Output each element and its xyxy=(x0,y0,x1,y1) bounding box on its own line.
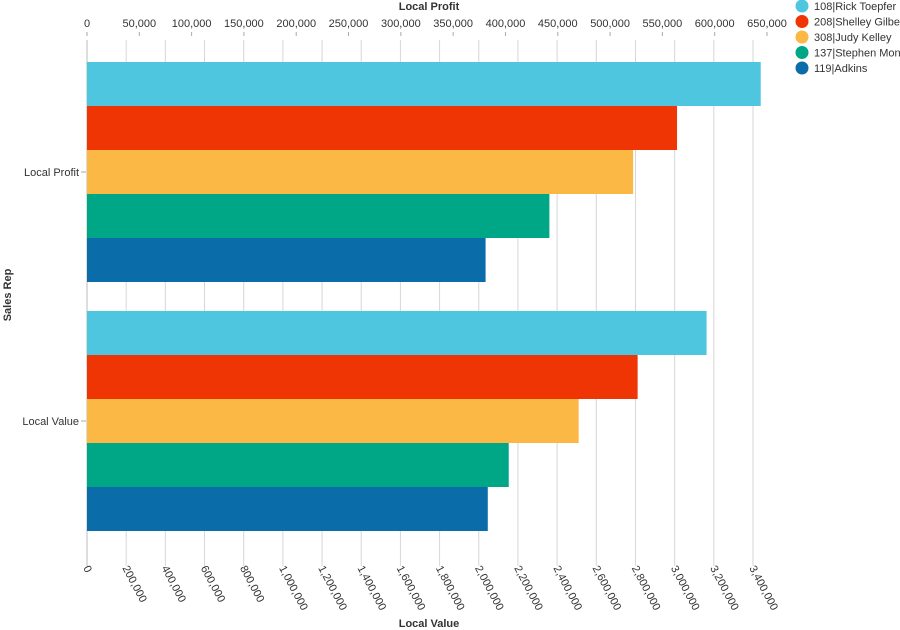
bottom-axis-tick-label: 1,600,000 xyxy=(394,564,428,613)
bottom-axis-tick-label: 2,000,000 xyxy=(472,564,506,613)
top-axis-tick-label: 650,000 xyxy=(747,18,787,30)
legend-label: 208|Shelley Gilber xyxy=(814,17,900,29)
top-axis-tick-label: 200,000 xyxy=(276,18,316,30)
top-axis-tick-label: 400,000 xyxy=(486,18,526,30)
bottom-axis-tick-label: 800,000 xyxy=(237,564,266,605)
bar-local-profit-4[interactable] xyxy=(87,238,486,282)
bottom-axis-tick-label: 200,000 xyxy=(120,564,149,605)
top-axis-tick-label: 550,000 xyxy=(643,18,683,30)
bar-local-profit-1[interactable] xyxy=(87,106,678,150)
legend-label: 108|Rick Toepfer xyxy=(814,1,896,13)
top-axis-tick-label: 350,000 xyxy=(433,18,473,30)
bottom-axis-tick-label: 3,200,000 xyxy=(707,564,741,613)
legend-item[interactable]: 108|Rick Toepfer xyxy=(795,0,897,13)
top-axis: 0 50,000 100,000 150,000 200,000 250,000 300,0… xyxy=(84,18,787,36)
bar-local-value-3[interactable] xyxy=(87,443,509,487)
top-axis-tick-label: 100,000 xyxy=(172,18,212,30)
bar-local-value-0[interactable] xyxy=(87,311,707,355)
legend: 108|Rick Toepfer 208|Shelley Gilber 308|Ju… xyxy=(795,0,900,76)
legend-swatch-icon xyxy=(795,30,809,44)
top-axis-tick-label: 500,000 xyxy=(590,18,630,30)
top-axis-tick-label: 300,000 xyxy=(381,18,421,30)
bar-local-profit-0[interactable] xyxy=(87,62,761,106)
legend-item[interactable]: 208|Shelley Gilber xyxy=(795,15,900,29)
bottom-axis: 0 200,000 400,000 600,000 800,000 1,000,000 1,… xyxy=(80,564,780,613)
bottom-axis-tick-label: 2,600,000 xyxy=(590,564,624,613)
legend-swatch-icon xyxy=(795,61,809,75)
bar-local-value-4[interactable] xyxy=(87,487,488,531)
legend-swatch-icon xyxy=(795,15,809,28)
bottom-axis-tick-label: 3,000,000 xyxy=(668,564,702,613)
bar-local-profit-2[interactable] xyxy=(87,150,634,194)
bars xyxy=(87,62,761,531)
bottom-axis-tick-label: 1,200,000 xyxy=(315,564,349,613)
bar-local-value-1[interactable] xyxy=(87,355,638,399)
legend-label: 119|Adkins xyxy=(814,63,868,75)
category-axis: Local Profit Local Value xyxy=(22,167,86,428)
bottom-axis-tick-label: 1,800,000 xyxy=(433,564,467,613)
category-label: Local Profit xyxy=(24,167,79,179)
y-axis-title: Sales Rep xyxy=(2,268,14,321)
bottom-axis-tick-label: 0 xyxy=(80,564,93,575)
bottom-axis-tick-label: 1,400,000 xyxy=(355,564,389,613)
top-axis-tick-label: 250,000 xyxy=(329,18,369,30)
top-axis-tick-label: 150,000 xyxy=(224,18,264,30)
bar-local-value-2[interactable] xyxy=(87,399,579,443)
bottom-axis-tick-label: 400,000 xyxy=(159,564,188,605)
bottom-axis-tick-label: 2,400,000 xyxy=(550,564,584,613)
top-axis-tick-label: 600,000 xyxy=(695,18,735,30)
top-axis-tick-label: 450,000 xyxy=(538,18,578,30)
top-axis-tick-label: 50,000 xyxy=(122,18,156,30)
legend-item[interactable]: 137|Stephen Mon xyxy=(795,46,900,60)
bottom-axis-tick-label: 2,800,000 xyxy=(629,564,663,613)
legend-swatch-icon xyxy=(795,0,809,13)
legend-label: 137|Stephen Mon xyxy=(814,48,900,60)
top-axis-tick-label: 0 xyxy=(84,18,90,30)
bar-local-profit-3[interactable] xyxy=(87,194,550,238)
bottom-axis-tick-label: 2,200,000 xyxy=(511,564,545,613)
category-label: Local Value xyxy=(22,416,79,428)
legend-item[interactable]: 308|Judy Kelley xyxy=(795,30,892,45)
bottom-axis-tick-label: 1,000,000 xyxy=(276,564,310,613)
legend-label: 308|Judy Kelley xyxy=(814,32,892,44)
legend-swatch-icon xyxy=(795,46,809,59)
legend-item[interactable]: 119|Adkins xyxy=(795,61,868,76)
top-axis-title: Local Profit xyxy=(399,1,460,13)
bottom-axis-tick-label: 3,400,000 xyxy=(746,564,780,613)
bottom-axis-title: Local Value xyxy=(399,618,460,630)
bottom-axis-tick-label: 600,000 xyxy=(198,564,227,605)
